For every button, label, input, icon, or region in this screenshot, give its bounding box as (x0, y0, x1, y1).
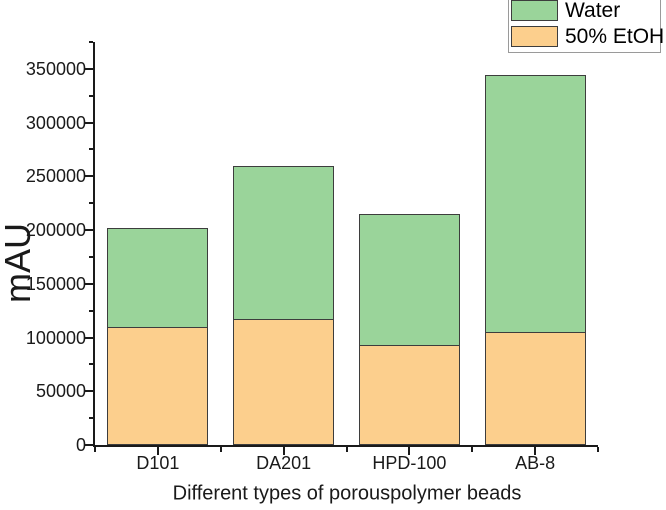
legend: Water 50% EtOH (508, 0, 664, 53)
x-minor-tick (345, 447, 348, 452)
x-minor-tick (219, 447, 222, 452)
bar-segment-50-etoh (358, 346, 460, 445)
bar-group-hpd-100 (358, 213, 460, 445)
bar-segment-50-etoh (484, 332, 586, 445)
y-major-tick (85, 390, 93, 393)
y-tick-label: 50000 (35, 381, 86, 402)
bar-group-da201 (233, 166, 335, 445)
legend-label: 50% EtOH (565, 25, 665, 48)
x-category-label: AB-8 (515, 453, 556, 473)
y-tick-label: 150000 (25, 273, 86, 294)
legend-item: 50% EtOH (511, 26, 664, 47)
x-minor-tick (94, 447, 96, 452)
y-minor-tick (89, 363, 93, 366)
legend-swatch-icon (511, 26, 558, 47)
x-minor-tick (597, 447, 599, 452)
bar-segment-50-etoh (233, 319, 335, 445)
y-minor-tick (89, 202, 93, 205)
bar-group-ab-8 (484, 74, 586, 445)
y-tick-label: 250000 (25, 166, 86, 187)
y-major-tick (85, 282, 93, 285)
x-axis-title: Different types of porouspolymer beads (172, 482, 522, 505)
y-minor-tick (89, 417, 93, 420)
bar-segment-water (484, 74, 586, 333)
y-tick-label: 0 (75, 435, 86, 455)
y-major-tick (85, 336, 93, 339)
y-major-tick (85, 229, 93, 232)
bar-segment-water (233, 166, 335, 320)
y-minor-tick (89, 255, 93, 258)
legend-label: Water (565, 0, 621, 22)
y-minor-tick (89, 94, 93, 97)
y-minor-tick (89, 309, 93, 312)
legend-item: Water (511, 0, 660, 21)
x-major-tick (408, 447, 411, 455)
x-major-tick (534, 447, 537, 455)
x-major-tick (282, 447, 285, 455)
y-tick-label: 200000 (25, 220, 86, 241)
x-major-tick (156, 447, 159, 455)
y-tick-label: 350000 (25, 58, 86, 79)
y-major-tick (85, 175, 93, 178)
y-axis-title: mAU (0, 223, 38, 303)
legend-swatch-icon (511, 0, 558, 21)
x-category-label: DA201 (256, 453, 312, 473)
x-minor-tick (471, 447, 474, 452)
x-category-label: HPD-100 (372, 453, 447, 473)
bar-segment-water (358, 213, 460, 347)
bar-segment-water (107, 227, 209, 328)
x-category-label: D101 (136, 453, 180, 473)
y-major-tick (85, 444, 93, 446)
y-major-tick (85, 121, 93, 124)
x-axis-line (93, 445, 598, 447)
bar-segment-50-etoh (107, 327, 209, 445)
bar-group-d101 (107, 227, 209, 445)
y-tick-label: 100000 (25, 327, 86, 348)
y-minor-tick (89, 41, 93, 43)
y-tick-label: 300000 (25, 112, 86, 133)
y-axis-line (93, 42, 95, 447)
y-major-tick (85, 67, 93, 70)
y-minor-tick (89, 148, 93, 151)
